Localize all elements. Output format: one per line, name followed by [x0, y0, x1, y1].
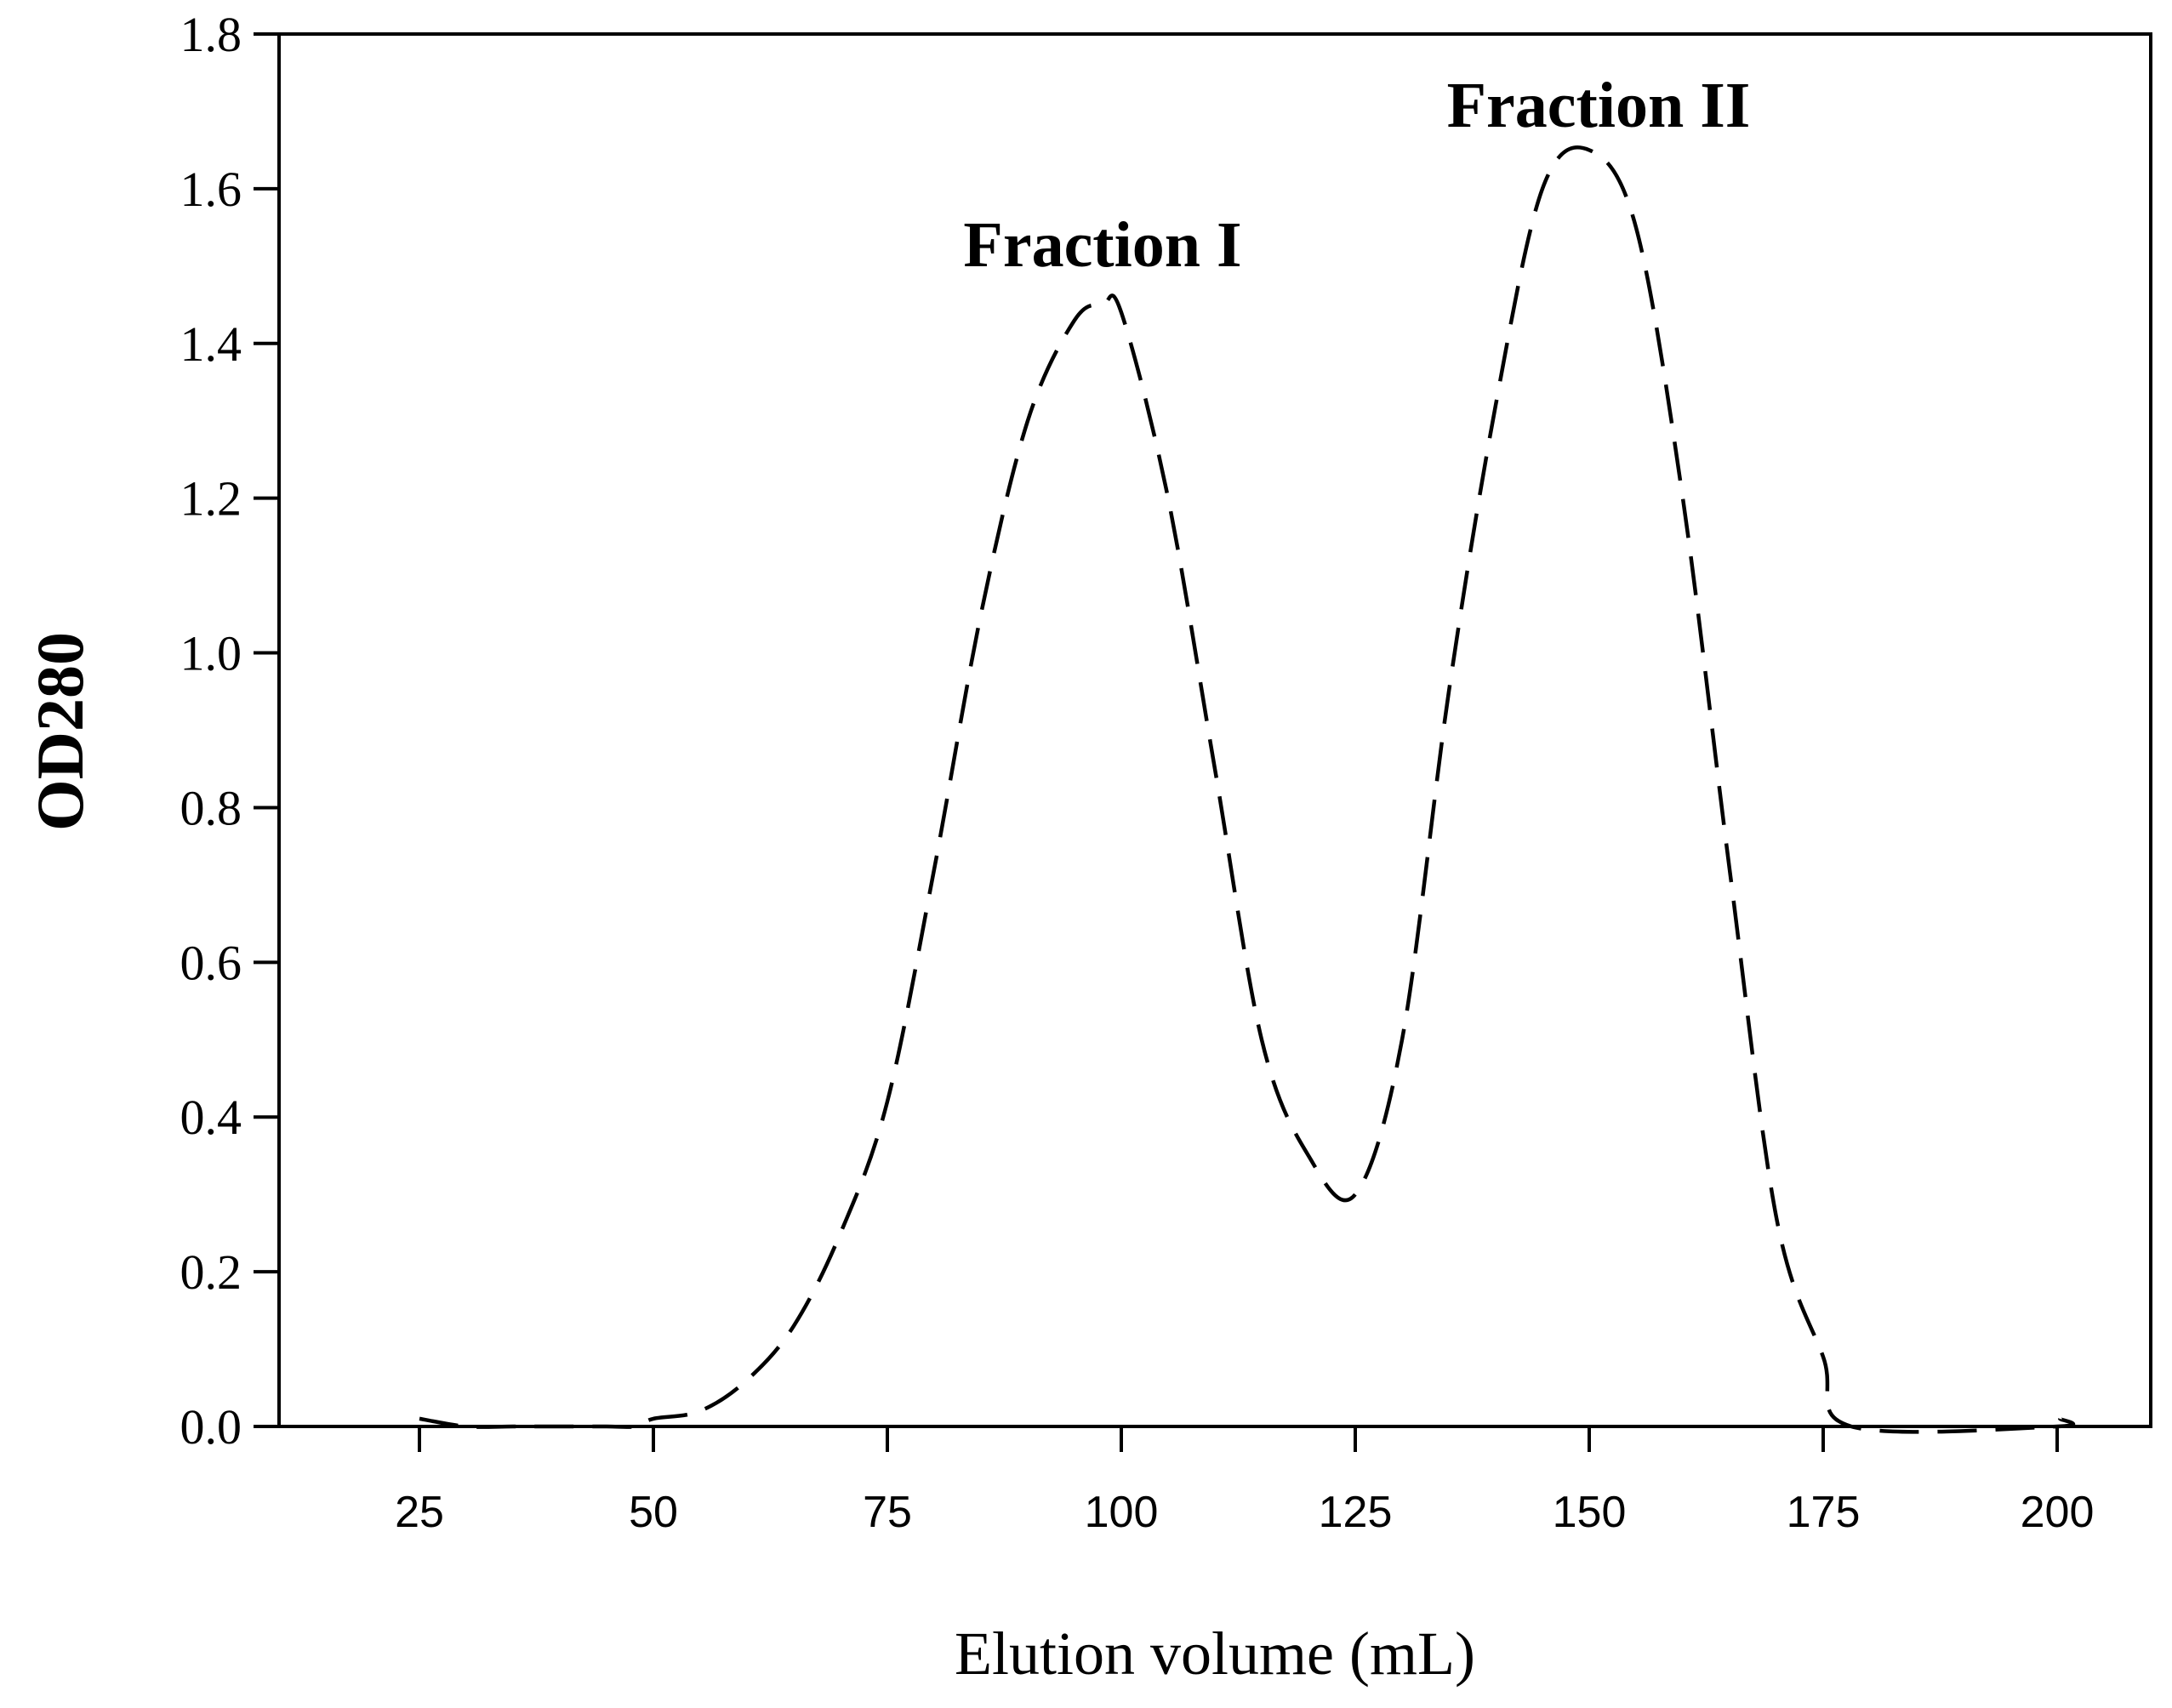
- x-tick-label: 175: [1787, 1488, 1861, 1537]
- x-tick-label: 25: [395, 1488, 444, 1537]
- y-tick-label: 1.6: [180, 162, 242, 217]
- x-tick-label: 75: [863, 1488, 912, 1537]
- y-axis-ticks: 0.0 0.2 0.4 0.6 0.8 1.0 1.2 1.4 1.6 1.8: [180, 7, 279, 1455]
- x-tick-label: 125: [1319, 1488, 1393, 1537]
- plot-frame: [277, 32, 2152, 1428]
- y-tick-label: 0.8: [180, 780, 242, 835]
- peak-annotation: Fraction II: [1447, 70, 1751, 141]
- peak-annotation: Fraction I: [963, 209, 1241, 281]
- x-tick-label: 50: [629, 1488, 678, 1537]
- series-line: [419, 145, 2075, 1434]
- y-tick-label: 0.4: [180, 1090, 242, 1145]
- x-axis-ticks: 25 50 75 100 125 150 175 200: [395, 1426, 2094, 1537]
- y-tick-label: 1.2: [180, 471, 242, 527]
- y-axis-label: OD280: [23, 632, 97, 831]
- x-tick-label: 200: [2021, 1488, 2095, 1537]
- x-tick-label: 100: [1085, 1488, 1159, 1537]
- y-tick-label: 0.0: [180, 1399, 242, 1455]
- x-axis-label: Elution volume (mL): [955, 1620, 1475, 1688]
- y-tick-label: 1.0: [180, 626, 242, 681]
- y-tick-label: 1.8: [180, 7, 242, 62]
- y-tick-label: 0.6: [180, 935, 242, 990]
- y-tick-label: 1.4: [180, 316, 242, 372]
- annotations: Fraction I Fraction II: [963, 70, 1750, 281]
- y-tick-label: 0.2: [180, 1244, 242, 1300]
- x-tick-label: 150: [1553, 1488, 1627, 1537]
